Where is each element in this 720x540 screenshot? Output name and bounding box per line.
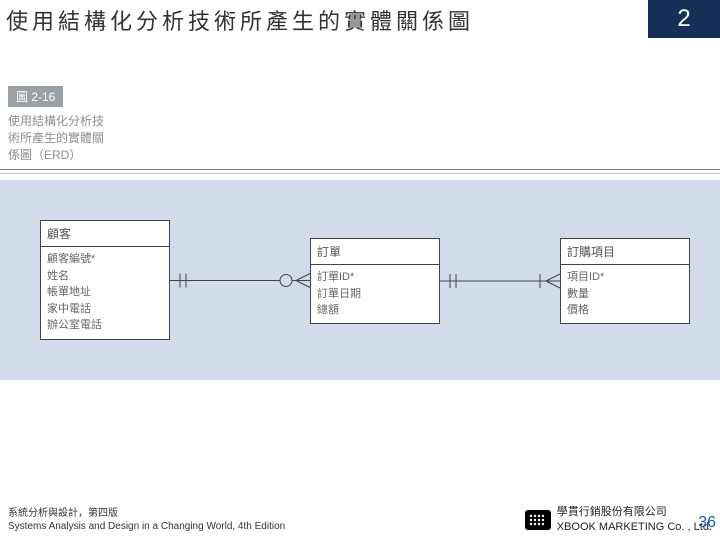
publisher-name-en: XBOOK MARKETING Co. , Ltd. bbox=[557, 520, 712, 534]
figure-caption-line: 係圖（ERD） bbox=[8, 147, 118, 164]
footer-book-subtitle: Systems Analysis and Design in a Changin… bbox=[8, 520, 525, 533]
erd-attribute: 姓名 bbox=[47, 268, 163, 285]
figure-caption: 使用結構化分析技 術所產生的實體關 係圖（ERD） bbox=[8, 113, 118, 163]
footer-book-title: 系統分析與設計，第四版 bbox=[8, 507, 525, 520]
erd-entity-title: 訂購項目 bbox=[561, 239, 689, 265]
erd-entity-body: 項目ID*數量價格 bbox=[561, 265, 689, 323]
footer: 系統分析與設計，第四版 Systems Analysis and Design … bbox=[0, 505, 720, 534]
erd-entity: 顧客顧客編號*姓名帳單地址家中電話辦公室電話 bbox=[40, 220, 170, 340]
figure-caption-line: 使用結構化分析技 bbox=[8, 113, 118, 130]
erd-entity-body: 顧客編號*姓名帳單地址家中電話辦公室電話 bbox=[41, 247, 169, 338]
erd-attribute: 家中電話 bbox=[47, 301, 163, 318]
chapter-number: 2 bbox=[648, 0, 720, 38]
erd-attribute: 顧客編號* bbox=[47, 251, 163, 268]
erd-attribute: 訂單ID* bbox=[317, 269, 433, 286]
erd-attribute: 項目ID* bbox=[567, 269, 683, 286]
erd-attribute: 帳單地址 bbox=[47, 284, 163, 301]
footer-right: 學貫行銷股份有限公司 XBOOK MARKETING Co. , Ltd. bbox=[557, 505, 712, 534]
erd-diagram: 顧客顧客編號*姓名帳單地址家中電話辦公室電話訂單訂單ID*訂單日期總額訂購項目項… bbox=[0, 180, 720, 380]
erd-entity-title: 顧客 bbox=[41, 221, 169, 247]
erd-attribute: 總額 bbox=[317, 302, 433, 319]
erd-entity-title: 訂單 bbox=[311, 239, 439, 265]
publisher-logo-icon bbox=[525, 510, 551, 530]
divider bbox=[0, 173, 720, 174]
figure-label-block: 圖 2-16 使用結構化分析技 術所產生的實體關 係圖（ERD） bbox=[8, 86, 720, 163]
header: 使用結構化分析技術所產生的實體關係圖 2 bbox=[0, 0, 720, 38]
page-title: 使用結構化分析技術所產生的實體關係圖 bbox=[0, 0, 648, 38]
erd-attribute: 價格 bbox=[567, 302, 683, 319]
erd-attribute: 數量 bbox=[567, 286, 683, 303]
figure-tag: 圖 2-16 bbox=[8, 86, 63, 107]
page-number: 36 bbox=[698, 514, 716, 532]
divider bbox=[0, 169, 720, 170]
erd-entity: 訂購項目項目ID*數量價格 bbox=[560, 238, 690, 324]
erd-attribute: 訂單日期 bbox=[317, 286, 433, 303]
erd-entity-body: 訂單ID*訂單日期總額 bbox=[311, 265, 439, 323]
figure-caption-line: 術所產生的實體關 bbox=[8, 130, 118, 147]
footer-left: 系統分析與設計，第四版 Systems Analysis and Design … bbox=[8, 507, 525, 533]
erd-attribute: 辦公室電話 bbox=[47, 317, 163, 334]
erd-entity: 訂單訂單ID*訂單日期總額 bbox=[310, 238, 440, 324]
publisher-name-zh: 學貫行銷股份有限公司 bbox=[557, 505, 712, 519]
